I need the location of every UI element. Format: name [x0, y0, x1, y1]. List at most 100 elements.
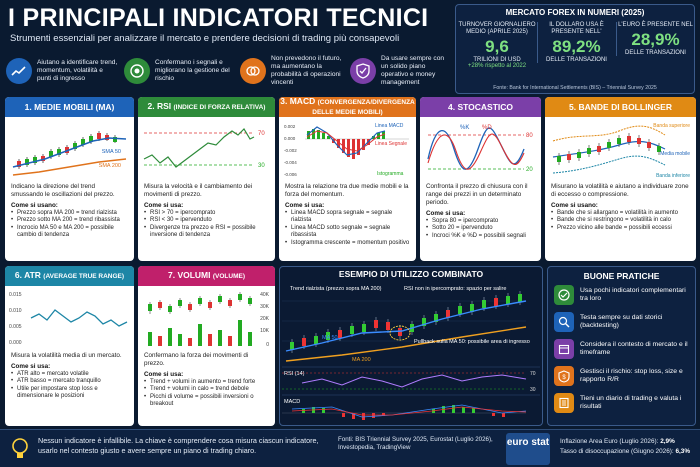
svg-text:30: 30: [258, 163, 265, 169]
svg-text:-0.004: -0.004: [284, 160, 297, 165]
card-description: Misura la velocità e il cambiamento dei …: [144, 183, 253, 198]
forex-stats-panel: MERCATO FOREX IN NUMERI (2025) TURNOVER …: [455, 4, 695, 94]
svg-text:0.015: 0.015: [9, 292, 22, 298]
card-bullet: Sotto 20 = ipervenduto: [426, 225, 535, 233]
svg-text:Linea Segnale: Linea Segnale: [375, 141, 407, 147]
bollinger-chart: Banda superiore Media mobile Banda infer…: [549, 119, 692, 181]
intro-text: Confermano i segnali e migliorano la ges…: [155, 58, 230, 83]
eurostat-logo: euro stat: [506, 433, 550, 465]
card-atr: 6. ATR (AVERAGE TRUE RANGE) 0.015 0.010 …: [5, 266, 134, 426]
svg-text:0: 0: [266, 342, 269, 348]
svg-text:Istogramma: Istogramma: [377, 171, 404, 177]
target-icon: [124, 58, 150, 84]
svg-text:20K: 20K: [260, 316, 270, 322]
lightbulb-icon: [10, 437, 30, 466]
rsi-chart: 70 30: [142, 119, 271, 181]
card-moving-averages: 1. MEDIE MOBILI (MA) SMA 50 SMA 200 Indi…: [5, 97, 134, 261]
svg-text:SMA 50: SMA 50: [102, 149, 121, 155]
card-volume: 7. VOLUMI (VOLUME) 40K 30K 20K 10K 0 Con…: [138, 266, 275, 426]
svg-text:30: 30: [530, 387, 536, 393]
combined-example-panel: ESEMPIO DI UTILIZZO COMBINATO Trend rial…: [279, 266, 543, 426]
practice-item: Usa pochi indicatori complementari tra l…: [554, 285, 694, 305]
example-title: ESEMPIO DI UTILIZZO COMBINATO: [338, 269, 484, 279]
card-bullet: Divergenze tra prezzo e RSI = possibile …: [144, 225, 269, 240]
card-description: Indicano la direzione del trend smussand…: [11, 183, 115, 198]
forex-stat: IL DOLLARO USA È PRESENTE NELL' 89,2% DE…: [537, 22, 615, 64]
card-bullet: Picchi di volume = possibili inversioni …: [144, 394, 269, 409]
footer-stats: Inflazione Area Euro (Luglio 2026): 2,9%…: [560, 437, 690, 458]
practice-text: Gestisci il rischio: stop loss, size e r…: [580, 367, 683, 383]
good-practices-title: BUONE PRATICHE: [583, 271, 660, 281]
svg-text:SMA 200: SMA 200: [99, 163, 121, 169]
practice-text: Testa sempre su dati storici (backtestin…: [580, 313, 663, 329]
svg-text:0.002: 0.002: [284, 124, 296, 129]
card-header: 5. BANDE DI BOLLINGER: [545, 97, 696, 117]
stat-value: 89,2%: [552, 37, 601, 57]
svg-text:Media mobile: Media mobile: [660, 151, 690, 157]
notebook-icon: [554, 393, 574, 413]
practice-item: Tieni un diario di trading e valuta i ri…: [554, 393, 694, 413]
forex-stat: TURNOVER GIORNALIERO MEDIO (APRILE 2025)…: [458, 22, 536, 69]
brain-icon: [240, 58, 266, 84]
volume-chart: 40K 30K 20K 10K 0: [142, 288, 271, 350]
stat-unit: DELLE TRANSAZIONI: [546, 57, 607, 64]
card-header: 3. MACD (CONVERGENZA/DIVERGENZA DELLE ME…: [279, 97, 416, 117]
card-bullet: ATR basso = mercato tranquillo: [11, 378, 128, 386]
trend-chart-icon: [6, 58, 32, 84]
footer-message: Nessun indicatore è infallibile. La chia…: [38, 436, 319, 455]
stat-extra: +28% rispetto al 2022: [467, 63, 527, 70]
svg-text:0.000: 0.000: [9, 340, 22, 346]
card-bullet: Utile per impostare stop loss e dimensio…: [11, 386, 128, 401]
card-bullet: RSI > 70 = ipercomprato: [144, 210, 269, 218]
stat-label: Inflazione Area Euro (Luglio 2026):: [560, 438, 659, 445]
shield-check-icon: [350, 58, 376, 84]
stat-value: 2,9%: [660, 438, 675, 445]
card-bullet: Sopra 80 = ipercomprato: [426, 218, 535, 226]
card-header: 6. ATR (AVERAGE TRUE RANGE): [5, 266, 134, 286]
good-practices-panel: BUONE PRATICHE Usa pochi indicatori comp…: [547, 266, 696, 426]
stat-label: IL DOLLARO USA È PRESENTE NELL': [549, 22, 604, 36]
intro-point: Da usare sempre con un solido piano oper…: [350, 50, 452, 92]
svg-text:Banda superiore: Banda superiore: [653, 123, 690, 129]
card-bullet: ATR alto = mercato volatile: [11, 371, 128, 379]
svg-text:Linea MACD: Linea MACD: [375, 123, 404, 129]
card-bullet: Prezzo sopra MA 200 = trend rialzista: [11, 210, 128, 218]
forex-source: Fonte: Bank for International Settlement…: [493, 85, 657, 91]
macd-chart: 0.002 0.000 -0.002 -0.004 -0.006 Linea M…: [283, 119, 412, 181]
svg-text:0.010: 0.010: [9, 308, 22, 314]
svg-text:70: 70: [530, 371, 536, 377]
svg-text:MA 50: MA 50: [322, 335, 338, 341]
card-description: Misurano la volatilità e aiutano a indiv…: [551, 183, 689, 198]
card-stochastic: 4. STOCASTICO %K %D 80 20 Confronta il p…: [420, 97, 541, 261]
stat-unit: TRILIONI DI USD: [473, 57, 521, 64]
practice-text: Tieni un diario di trading e valuta i ri…: [580, 394, 682, 410]
card-description: Confronta il prezzo di chiusura con il r…: [426, 183, 528, 206]
svg-text:MACD: MACD: [284, 399, 300, 405]
card-header: 1. MEDIE MOBILI (MA): [5, 97, 134, 117]
svg-text:RSI (14): RSI (14): [284, 371, 305, 377]
svg-text:80: 80: [526, 133, 533, 139]
stat-value: 28,9%: [631, 30, 680, 50]
stat-label: L'EURO È PRESENTE NEL: [618, 22, 693, 28]
card-bullet: Incrocio MA 50 e MA 200 = possibile camb…: [11, 225, 128, 240]
card-header: 4. STOCASTICO: [420, 97, 541, 117]
stat-label: TURNOVER GIORNALIERO MEDIO (APRILE 2025): [458, 22, 536, 36]
card-bullet: RSI < 30 = ipervenduto: [144, 217, 269, 225]
magnifier-icon: [554, 312, 574, 332]
svg-text:Banda inferiore: Banda inferiore: [656, 173, 690, 179]
intro-text: Non prevedono il futuro, ma aumentano la…: [271, 54, 342, 87]
card-rsi: 2. RSI (INDICE DI FORZA RELATIVA) 70 30 …: [138, 97, 275, 261]
page-subtitle: Strumenti essenziali per analizzare il m…: [10, 33, 400, 44]
card-bullet: Istogramma crescente = momentum positivo: [285, 240, 410, 248]
calendar-icon: [554, 339, 574, 359]
card-description: Misura la volatilità media di un mercato…: [11, 352, 122, 359]
svg-text:-0.006: -0.006: [284, 172, 297, 177]
practice-item: $ Gestisci il rischio: stop loss, size e…: [554, 366, 694, 386]
forex-stat: L'EURO È PRESENTE NEL 28,9% DELLE TRANSA…: [616, 22, 694, 57]
card-header: 7. VOLUMI (VOLUME): [138, 266, 275, 286]
card-macd: 3. MACD (CONVERGENZA/DIVERGENZA DELLE ME…: [279, 97, 416, 261]
svg-text:Trend rialzista (prezzo sopra: Trend rialzista (prezzo sopra MA 200): [290, 286, 382, 292]
card-how: Come si usa:: [144, 201, 184, 209]
stat-value: 9,6: [485, 37, 509, 57]
stat-unit: DELLE TRANSAZIONI: [625, 50, 686, 57]
